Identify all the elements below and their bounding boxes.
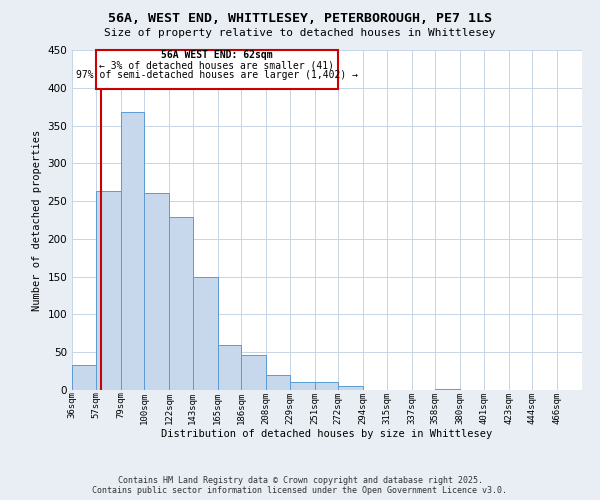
Bar [218,344,241,390]
Bar [290,382,314,390]
Bar [95,50,338,90]
Bar [95,192,121,390]
Text: 97% of semi-detached houses are larger (1,402) →: 97% of semi-detached houses are larger (… [76,70,358,80]
Bar [121,112,144,390]
Bar [314,382,338,390]
Bar [72,365,95,390]
Bar [193,278,218,390]
X-axis label: Distribution of detached houses by size in Whittlesey: Distribution of detached houses by size … [161,429,493,439]
Bar [266,375,290,390]
Y-axis label: Number of detached properties: Number of detached properties [32,130,42,310]
Bar [338,386,363,390]
Text: Contains HM Land Registry data © Crown copyright and database right 2025.
Contai: Contains HM Land Registry data © Crown c… [92,476,508,495]
Bar [436,389,460,390]
Text: ← 3% of detached houses are smaller (41): ← 3% of detached houses are smaller (41) [100,60,334,70]
Text: 56A, WEST END, WHITTLESEY, PETERBOROUGH, PE7 1LS: 56A, WEST END, WHITTLESEY, PETERBOROUGH,… [108,12,492,26]
Bar [169,217,193,390]
Text: Size of property relative to detached houses in Whittlesey: Size of property relative to detached ho… [104,28,496,38]
Text: 56A WEST END: 62sqm: 56A WEST END: 62sqm [161,50,273,60]
Bar [144,193,169,390]
Bar [241,355,266,390]
